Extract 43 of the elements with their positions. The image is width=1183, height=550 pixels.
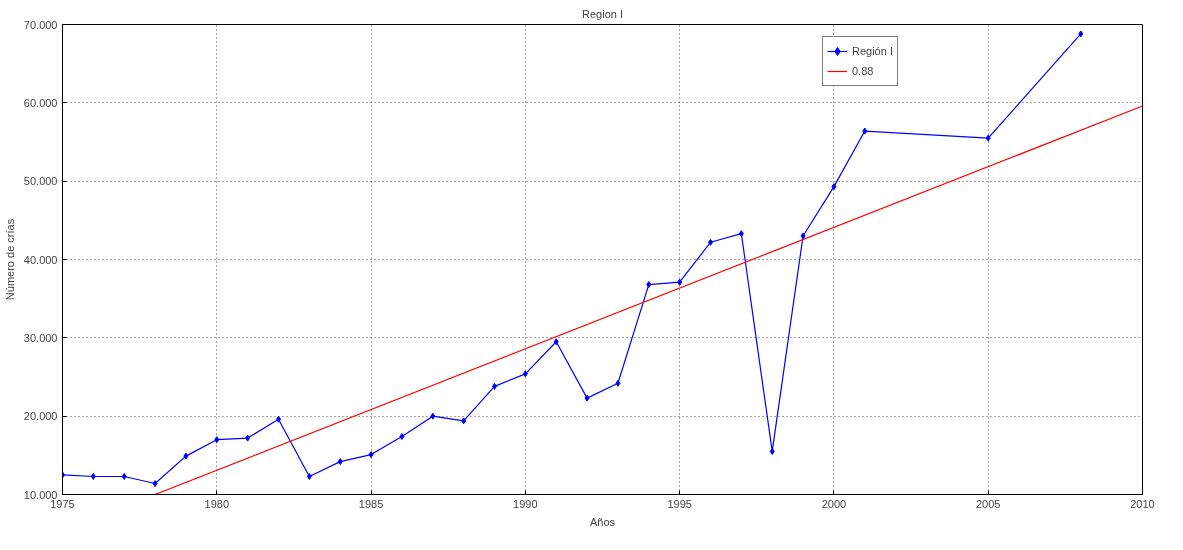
point: [368, 451, 374, 459]
point: [615, 379, 621, 387]
point: [800, 232, 806, 240]
point: [399, 433, 405, 441]
legend-label: Región I: [852, 45, 893, 57]
point: [522, 370, 528, 378]
y-tick-label: 60.000: [23, 96, 58, 109]
y-tick-label: 40.000: [23, 253, 58, 266]
point: [1078, 30, 1084, 38]
point: [214, 436, 220, 444]
point: [584, 394, 590, 402]
x-tick-label: 1980: [204, 497, 230, 510]
x-tick-label: 1995: [667, 497, 692, 510]
y-tick-label: 20.000: [23, 410, 58, 423]
y-tick-label: 30.000: [23, 331, 58, 344]
x-tick-label: 2000: [821, 497, 847, 510]
x-axis-title: Años: [589, 515, 616, 528]
point: [90, 472, 96, 480]
point: [553, 338, 559, 346]
point: [985, 134, 991, 142]
point: [152, 480, 158, 488]
chart-title: Region I: [582, 7, 623, 20]
y-tick-label: 70.000: [23, 18, 58, 31]
x-tick-label: 2010: [1130, 497, 1155, 510]
point: [461, 417, 467, 425]
point: [306, 472, 312, 480]
x-tick-label: 2005: [975, 497, 1001, 510]
point: [646, 281, 652, 289]
point: [738, 230, 744, 238]
x-tick-label: 1990: [513, 497, 538, 510]
point: [183, 452, 189, 460]
point: [337, 458, 343, 466]
point: [430, 412, 436, 420]
y-axis-title: Número de crías: [3, 218, 16, 301]
point: [831, 183, 837, 191]
point: [245, 434, 251, 442]
y-tick-label: 50.000: [23, 175, 58, 188]
point: [862, 127, 868, 135]
point: [769, 447, 775, 455]
point: [677, 278, 683, 286]
point: [121, 472, 127, 480]
x-tick-label: 1985: [358, 497, 384, 510]
legend-label: 0.88: [852, 65, 874, 77]
